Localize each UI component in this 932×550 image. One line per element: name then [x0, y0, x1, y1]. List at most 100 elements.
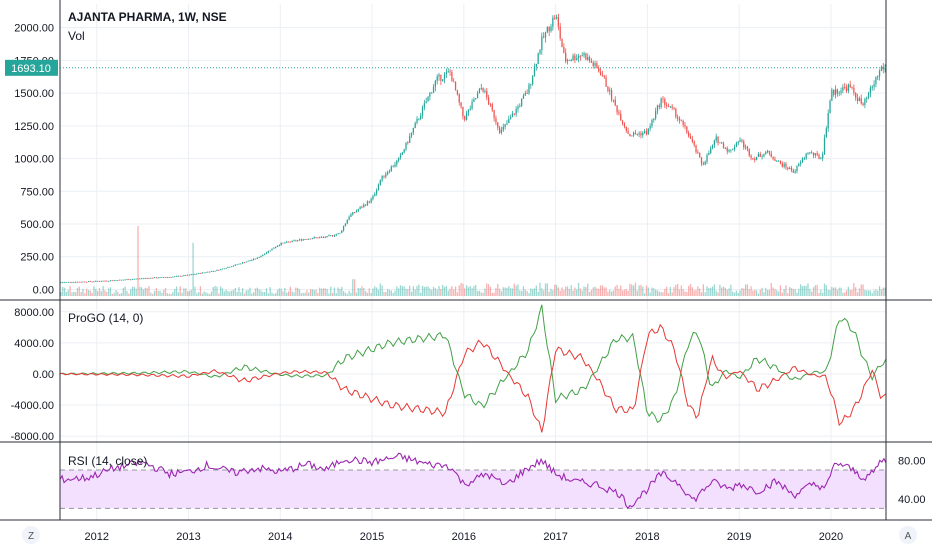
volume-bar	[131, 286, 134, 296]
volume-bar	[610, 291, 613, 296]
candle-body	[177, 275, 180, 277]
volume-bar	[757, 293, 760, 296]
candle-body	[153, 277, 156, 279]
volume-bar	[96, 291, 99, 296]
candle-body	[456, 90, 459, 95]
volume-bar	[763, 292, 765, 296]
candle-body	[781, 163, 783, 167]
volume-bar	[409, 285, 411, 296]
candle-body	[565, 52, 567, 62]
volume-bar	[342, 291, 345, 296]
volume-bar	[873, 290, 875, 296]
volume-bar	[710, 287, 712, 296]
candle-body	[447, 71, 449, 73]
candle-body	[643, 131, 646, 133]
candle-body	[284, 242, 286, 244]
candle-body	[102, 280, 104, 282]
candle-body	[851, 87, 853, 88]
volume-bar	[241, 288, 244, 296]
candle-body	[855, 92, 857, 98]
volume-bar	[126, 291, 128, 296]
volume-bar	[289, 286, 292, 296]
candle-body	[170, 277, 172, 278]
volume-bar	[517, 284, 519, 296]
candle-body	[491, 104, 493, 111]
candle-body	[552, 17, 554, 27]
candle-body	[269, 250, 271, 252]
volume-legend[interactable]: Vol	[68, 29, 85, 43]
candle-body	[737, 141, 739, 143]
candle-body	[113, 280, 115, 282]
candle-body	[566, 60, 569, 62]
candle-body	[298, 239, 301, 241]
candle-body	[185, 275, 187, 277]
volume-bar	[866, 290, 868, 296]
time-axis-ticks[interactable]: 2012 2013 2014 2015 2016 2017 2018 2019 2020	[84, 531, 843, 543]
candle-body	[530, 83, 532, 85]
candle-body	[89, 281, 91, 282]
volume-bar	[264, 292, 266, 296]
rsi-legend[interactable]: RSI (14, close)	[68, 454, 147, 468]
candle-body	[76, 281, 79, 283]
candle-body	[473, 99, 475, 102]
volume-bar	[860, 284, 862, 296]
volume-bar	[398, 288, 400, 296]
candle-body	[469, 108, 471, 110]
candle-body	[873, 84, 875, 87]
candle-body	[416, 119, 418, 123]
candle-body	[759, 153, 761, 157]
candle-body	[96, 280, 99, 282]
volume-bar	[544, 283, 547, 296]
symbol-title[interactable]: AJANTA PHARMA, 1W, NSE	[68, 10, 227, 24]
volume-bar	[403, 286, 405, 296]
candle-body	[319, 237, 321, 239]
volume-bar	[875, 289, 877, 296]
candle-body	[570, 60, 572, 61]
candle-body	[342, 226, 345, 231]
candle-body	[130, 279, 132, 281]
volume-bar	[383, 291, 385, 296]
candle-body	[383, 175, 385, 177]
progo-axis-ticks[interactable]: -8000.00 -4000.00 0.00 4000.00 8000.00	[11, 307, 54, 443]
candle-body	[152, 277, 154, 279]
volume-bar	[880, 289, 883, 296]
candle-body	[436, 76, 438, 81]
progo-legend[interactable]: ProGO (14, 0)	[68, 311, 143, 325]
candle-body	[410, 132, 413, 137]
volume-bar	[598, 288, 600, 296]
candle-body	[853, 87, 855, 93]
candle-body	[754, 158, 756, 160]
candle-body	[172, 276, 174, 278]
volume-bar	[227, 291, 229, 296]
volume-bar	[447, 290, 449, 296]
volume-bar	[814, 285, 816, 296]
volume-bar	[464, 288, 466, 296]
candle-body	[265, 252, 268, 255]
candle-body	[302, 239, 304, 241]
candle-body	[755, 157, 758, 160]
auto-scale-button[interactable]	[899, 526, 917, 544]
candle-body	[223, 268, 225, 270]
candle-body	[541, 36, 543, 51]
rsi-axis-ticks[interactable]: 40.00 80.00	[898, 455, 926, 505]
candle-body	[282, 242, 284, 244]
volume-bar	[766, 289, 769, 296]
progo-tick-label: 4000.00	[14, 338, 54, 350]
volume-bar	[730, 284, 732, 296]
candle-body	[330, 235, 332, 237]
volume-bar	[197, 292, 200, 296]
volume-bar	[388, 289, 391, 296]
candle-body	[588, 57, 591, 61]
candle-body	[271, 248, 273, 251]
volume-bar	[818, 293, 820, 296]
zoom-button[interactable]	[22, 526, 40, 544]
candle-body	[590, 60, 593, 63]
candle-body	[654, 111, 657, 119]
candle-body	[616, 105, 618, 113]
price-tick-label: 0.00	[33, 284, 54, 296]
volume-bar	[759, 289, 761, 296]
time-tick-label: 2017	[543, 531, 567, 543]
candle-body	[827, 113, 829, 129]
candle-body	[458, 94, 460, 103]
volume-bar	[442, 284, 444, 296]
